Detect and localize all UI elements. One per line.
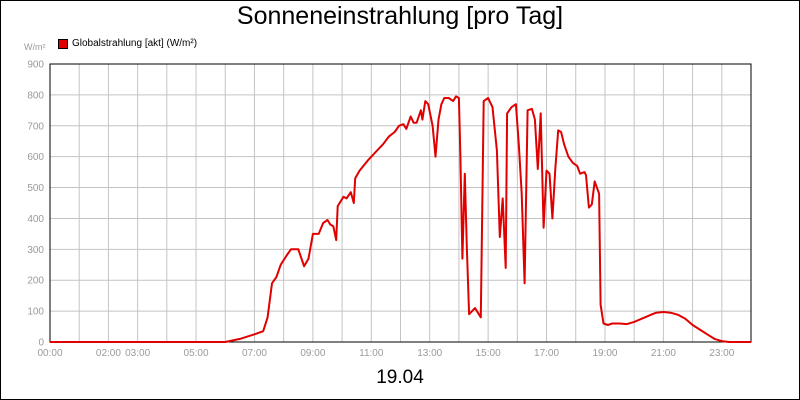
y-tick-label: 700 (27, 121, 44, 132)
y-tick-label: 100 (27, 307, 44, 318)
y-tick-label: 0 (38, 338, 44, 349)
legend-label: Globalstrahlung [akt] (W/m²) (72, 38, 198, 49)
x-tick-label: 17:00 (534, 348, 559, 359)
series-line (50, 95, 751, 343)
date-label: 19.04 (376, 367, 424, 388)
x-tick-label: 19:00 (592, 348, 617, 359)
x-tick-label: 00:00 (37, 348, 62, 359)
y-tick-label: 300 (27, 245, 44, 256)
y-tick-label: 200 (27, 276, 44, 287)
y-tick-label: 500 (27, 183, 44, 194)
legend-swatch (58, 38, 68, 49)
y-unit-label: W/m² (24, 42, 46, 52)
legend: Globalstrahlung [akt] (W/m²) (58, 38, 197, 49)
plot-area-border (49, 63, 752, 343)
x-tick-label: 23:00 (709, 348, 734, 359)
x-tick-label: 03:00 (125, 348, 150, 359)
x-tick-label: 13:00 (417, 348, 442, 359)
chart-title: Sonneneinstrahlung [pro Tag] (236, 2, 564, 30)
y-tick-label: 900 (27, 60, 44, 71)
x-tick-label: 05:00 (184, 348, 209, 359)
x-tick-label: 15:00 (476, 348, 501, 359)
y-tick-label: 800 (27, 90, 44, 101)
x-tick-label: 11:00 (359, 348, 384, 359)
x-tick-label: 21:00 (651, 348, 676, 359)
x-tick-label: 02:00 (96, 348, 121, 359)
y-tick-label: 600 (27, 152, 44, 163)
x-tick-label: 09:00 (300, 348, 325, 359)
x-tick-label: 07:00 (242, 348, 267, 359)
y-tick-label: 400 (27, 214, 44, 225)
